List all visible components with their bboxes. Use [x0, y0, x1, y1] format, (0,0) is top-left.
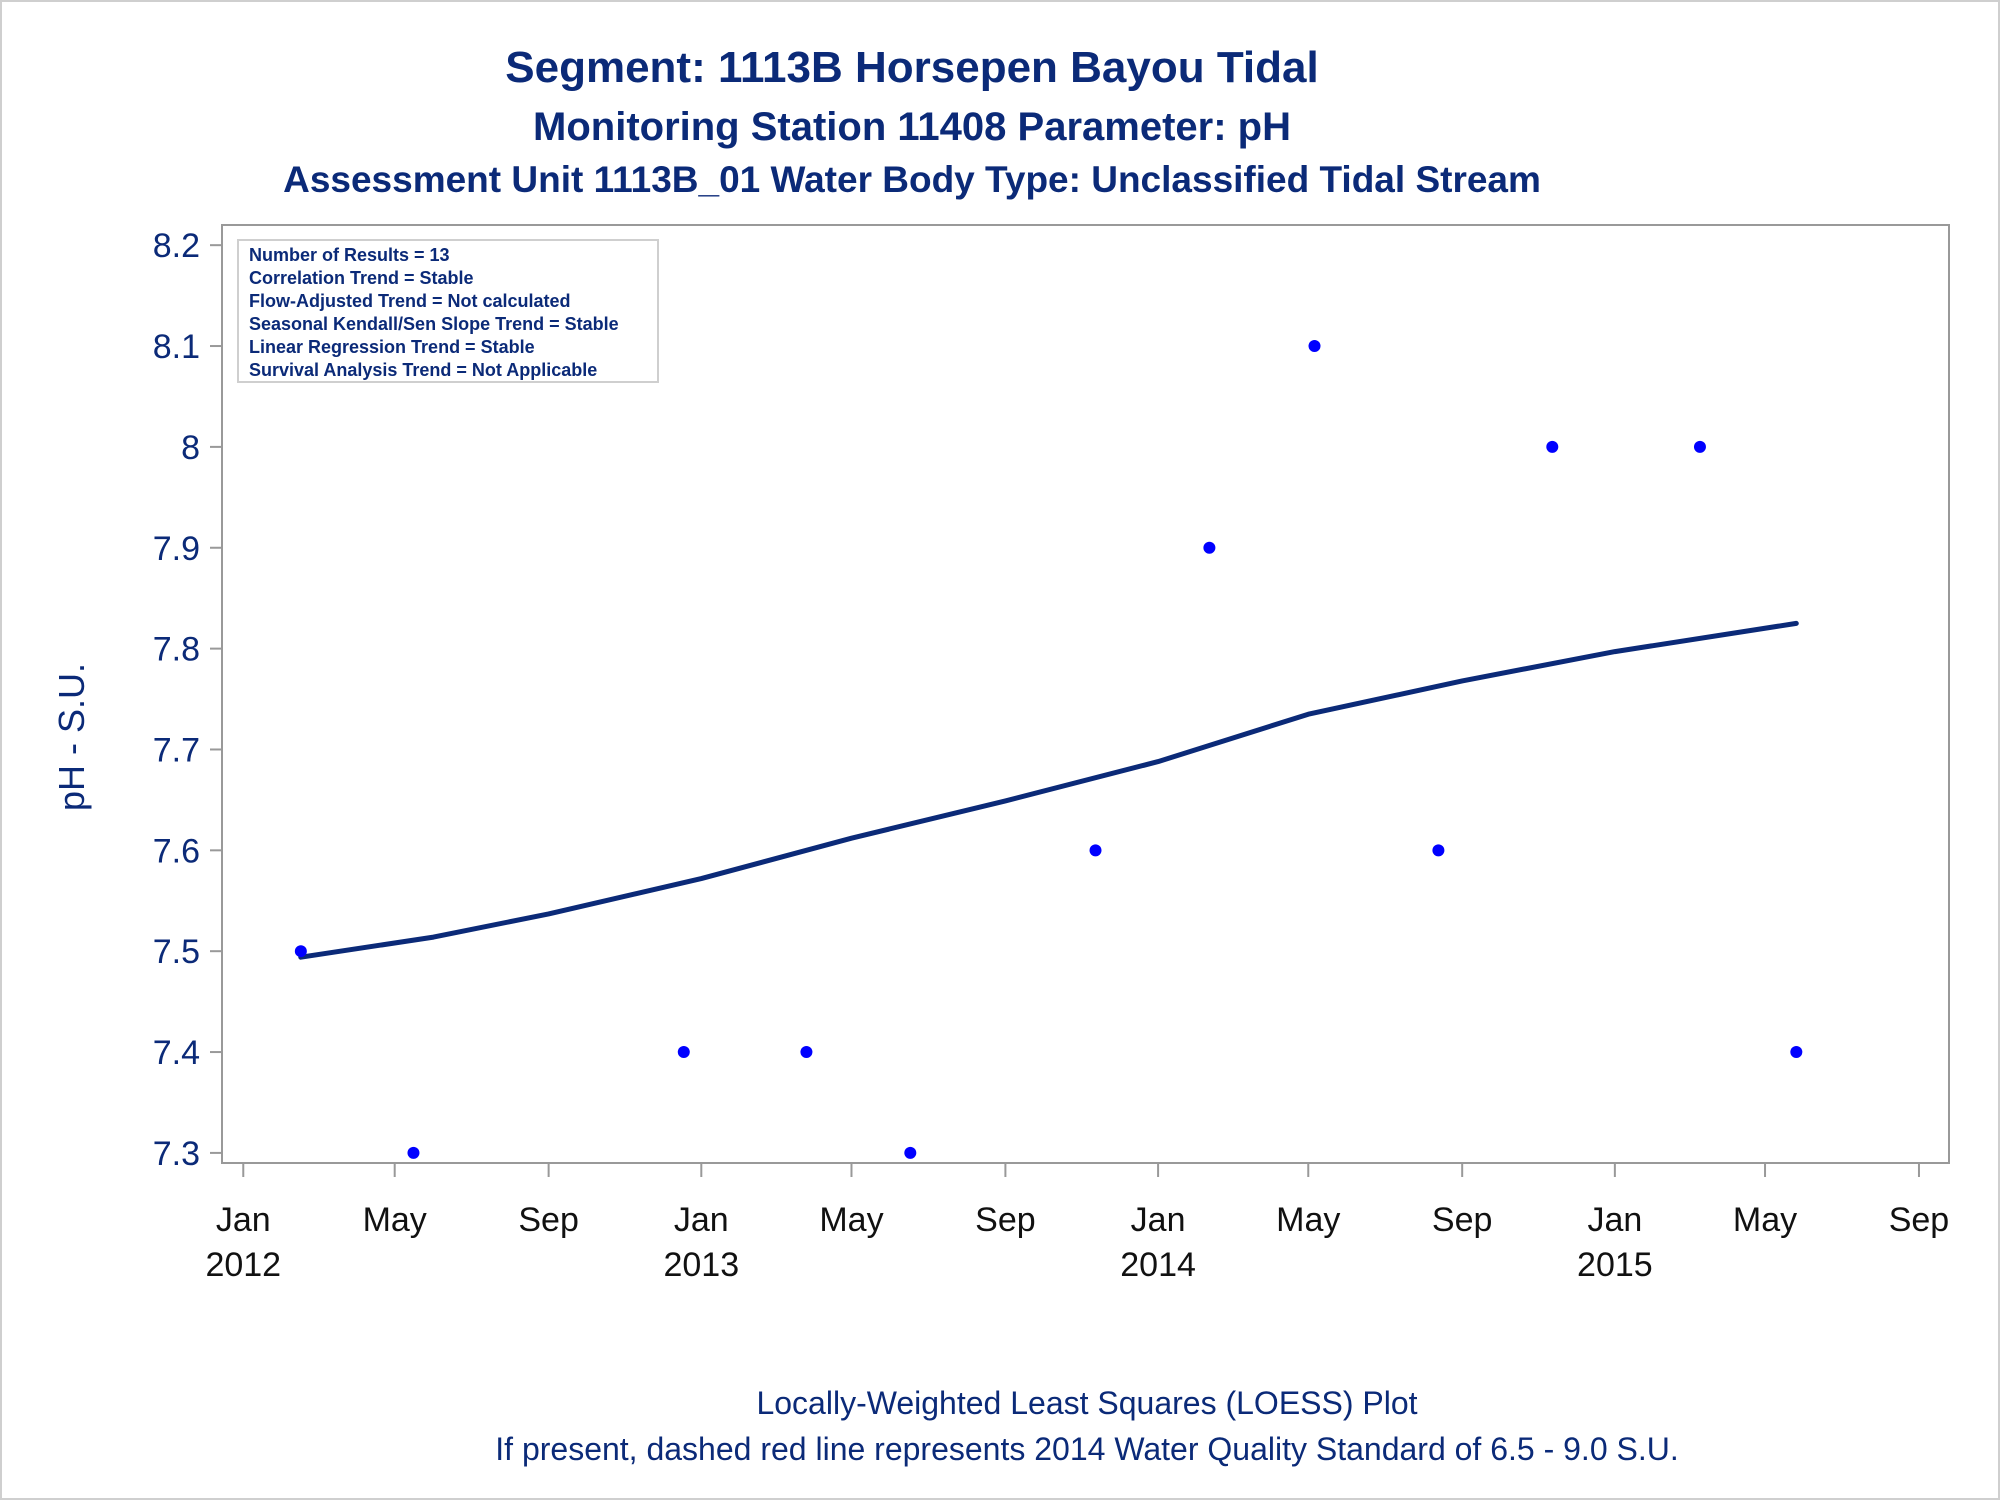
x-tick-label: Jan [1587, 1201, 1642, 1239]
x-tick-label: Jan [674, 1201, 729, 1239]
x-axis: Jan 2012 May Sep Jan 2013 May Sep Jan 2014 May Sep J… [205, 1162, 1950, 1284]
x-tick-label: May [363, 1201, 427, 1239]
stats-legend: Number of Results = 13 Correlation Trend… [237, 239, 659, 383]
chart-title: Segment: 1113B Horsepen Bayou Tidal [505, 43, 1318, 92]
y-tick-label: 8.2 [153, 227, 200, 265]
data-point [1693, 440, 1706, 453]
x-tick-label: Sep [518, 1201, 579, 1239]
chart-subtitle: Monitoring Station 11408 Parameter: pH [533, 105, 1291, 149]
y-tick-label: 8.1 [153, 328, 200, 366]
footnote-loess: Locally-Weighted Least Squares (LOESS) P… [756, 1385, 1417, 1421]
stats-line-survival: Survival Analysis Trend = Not Applicable [249, 360, 597, 380]
data-point [1203, 541, 1216, 554]
x-tick-year-label: 2013 [663, 1246, 739, 1284]
y-tick-label: 7.7 [153, 731, 200, 769]
x-tick-label: May [1276, 1201, 1340, 1239]
data-point [677, 1046, 690, 1059]
data-point [1089, 844, 1102, 857]
footnote-standard: If present, dashed red line represents 2… [495, 1431, 1678, 1467]
chart-subtitle-2: Assessment Unit 1113B_01 Water Body Type… [283, 159, 1541, 200]
x-tick-label: Jan [1131, 1201, 1186, 1239]
stats-line-results: Number of Results = 13 [249, 245, 450, 265]
data-point [1546, 440, 1559, 453]
x-tick-year-label: 2012 [205, 1246, 281, 1284]
y-axis-label: pH - S.U. [51, 663, 92, 811]
data-point [1790, 1046, 1803, 1059]
data-point [407, 1146, 420, 1159]
y-tick-label: 7.6 [153, 832, 200, 870]
stats-line-linear-regression: Linear Regression Trend = Stable [249, 337, 535, 357]
data-point [1308, 340, 1321, 353]
stats-legend-box [237, 239, 659, 383]
stats-line-seasonal-kendall: Seasonal Kendall/Sen Slope Trend = Stabl… [249, 314, 619, 334]
data-point [904, 1146, 917, 1159]
y-tick-label: 8 [181, 429, 200, 467]
y-tick-label: 7.4 [153, 1034, 200, 1072]
x-tick-label: May [1733, 1201, 1797, 1239]
y-tick-label: 7.8 [153, 631, 200, 669]
y-tick-label: 7.3 [153, 1135, 200, 1173]
x-tick-label: Sep [975, 1201, 1036, 1239]
x-tick-label: May [819, 1201, 883, 1239]
loess-line [298, 620, 1799, 960]
x-tick-year-label: 2015 [1577, 1246, 1653, 1284]
x-tick-label: Sep [1432, 1201, 1493, 1239]
y-axis: 7.3 7.4 7.5 7.6 7.7 7.8 7.9 8 8.1 8.2 [153, 227, 222, 1173]
y-tick-label: 7.9 [153, 530, 200, 568]
x-tick-label: Jan [216, 1201, 271, 1239]
data-point [294, 945, 307, 958]
stats-line-flow-adjusted: Flow-Adjusted Trend = Not calculated [249, 291, 571, 311]
x-tick-year-label: 2014 [1120, 1246, 1196, 1284]
loess-series [298, 620, 1799, 960]
y-tick-label: 7.5 [153, 933, 200, 971]
stats-line-correlation: Correlation Trend = Stable [249, 268, 474, 288]
data-point [800, 1046, 813, 1059]
x-tick-label: Sep [1889, 1201, 1950, 1239]
data-point [1432, 844, 1445, 857]
